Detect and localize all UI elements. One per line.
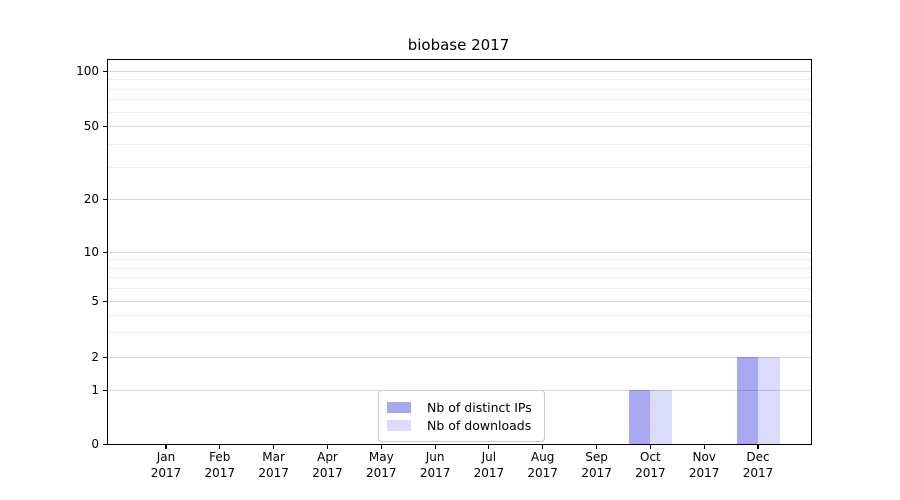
major-gridline (108, 71, 811, 72)
y-tick-label: 100 (76, 64, 99, 78)
y-tick-mark (103, 199, 107, 201)
minor-gridline (108, 259, 811, 261)
x-tick-label: May 2017 (366, 450, 397, 480)
legend-item: Nb of distinct IPs (387, 398, 532, 416)
y-tick-label: 2 (91, 350, 99, 364)
minor-gridline (108, 111, 811, 113)
x-tick-mark (326, 445, 329, 449)
minor-gridline (108, 79, 811, 81)
y-tick-mark (103, 126, 107, 128)
minor-gridline (108, 277, 811, 279)
major-gridline (108, 301, 811, 302)
x-tick-mark (596, 445, 598, 449)
y-tick-label: 20 (83, 192, 99, 206)
major-gridline (108, 357, 811, 358)
x-tick-mark (273, 445, 275, 449)
minor-gridline (108, 288, 811, 290)
bar-downloads (650, 390, 672, 444)
y-tick-label: 50 (83, 119, 99, 133)
x-tick-mark (703, 445, 705, 449)
y-tick-mark (103, 301, 107, 303)
minor-gridline (108, 267, 811, 269)
x-tick-mark (434, 445, 436, 449)
legend-label: Nb of distinct IPs (427, 399, 532, 415)
x-tick-mark (219, 445, 221, 449)
major-gridline (108, 252, 811, 253)
x-tick-label: Mar 2017 (258, 450, 289, 480)
minor-gridline (108, 88, 811, 90)
x-tick-mark (649, 445, 651, 449)
x-tick-mark (165, 445, 167, 449)
x-tick-label: Jun 2017 (419, 450, 451, 480)
y-tick-label: 10 (83, 245, 99, 259)
bar-downloads (758, 357, 780, 444)
minor-gridline (108, 314, 811, 316)
x-tick-label: Aug 2017 (527, 450, 558, 480)
x-tick-label: Jan 2017 (150, 450, 182, 480)
x-tick-label: Apr 2017 (312, 450, 343, 480)
bar-distinct-ips (736, 357, 758, 444)
x-tick-label: Dec 2017 (742, 450, 774, 480)
minor-gridline (108, 99, 811, 101)
x-tick-label: Sep 2017 (581, 450, 612, 480)
y-tick-label: 0 (91, 437, 99, 451)
y-tick-mark (103, 444, 107, 446)
minor-gridline (108, 166, 811, 168)
minor-gridline (108, 143, 811, 145)
x-tick-mark (380, 445, 382, 449)
y-tick-mark (103, 252, 107, 254)
plot-area: Nb of distinct IPs Nb of downloads (107, 59, 812, 445)
x-tick-mark (542, 445, 544, 449)
x-tick-mark (488, 445, 490, 449)
y-tick-mark (103, 71, 107, 73)
x-tick-label: Jul 2017 (473, 450, 505, 480)
y-tick-mark (103, 390, 107, 392)
legend-swatch-icon (387, 401, 411, 413)
x-tick-label: Nov 2017 (688, 450, 720, 480)
y-tick-label: 5 (91, 294, 99, 308)
x-tick-mark (757, 445, 759, 449)
legend-label: Nb of downloads (427, 417, 532, 433)
y-tick-label: 1 (91, 383, 99, 397)
major-gridline (108, 199, 811, 200)
bar-distinct-ips (628, 390, 651, 444)
legend-swatch-icon (387, 419, 411, 431)
minor-gridline (108, 332, 811, 334)
legend-item: Nb of downloads (387, 416, 532, 434)
y-tick-mark (103, 357, 107, 359)
major-gridline (108, 126, 811, 127)
chart-title: biobase 2017 (407, 36, 510, 54)
x-tick-label: Oct 2017 (635, 450, 666, 480)
legend: Nb of distinct IPs Nb of downloads (378, 390, 545, 442)
x-tick-label: Feb 2017 (204, 450, 236, 480)
